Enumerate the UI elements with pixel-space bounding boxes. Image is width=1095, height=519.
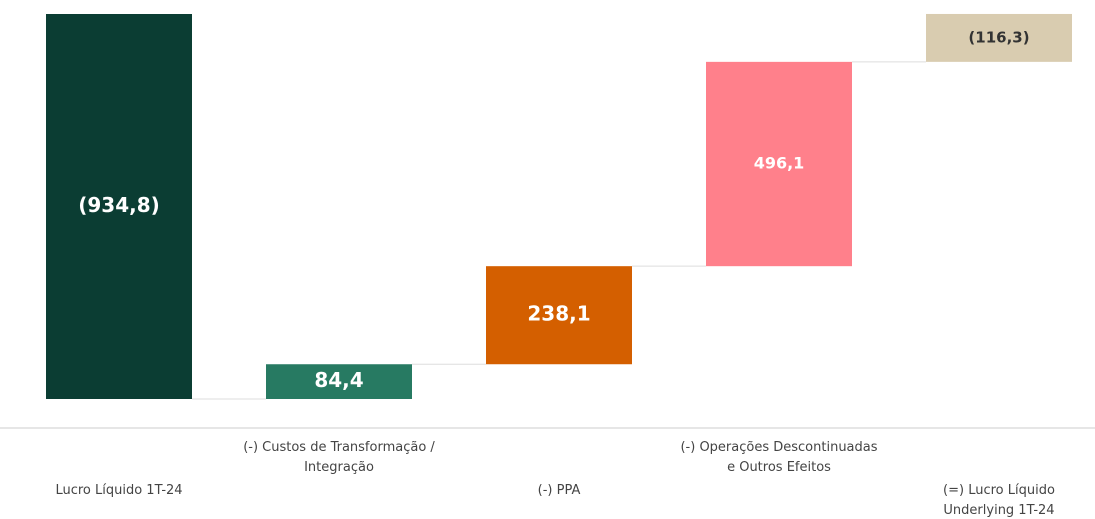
bar [486,266,632,365]
bar [926,13,1072,62]
value-label: 84,4 [314,368,363,392]
value-label: 238,1 [527,302,590,326]
value-label: (116,3) [968,28,1029,46]
category-label: (-) Custos de Transformação / Integração [243,440,435,475]
category-label: Lucro Líquido 1T-24 [55,483,183,498]
category-label: (-) PPA [537,483,581,498]
bar [46,14,192,399]
category-label: (=) Lucro Líquido Underlying 1T-24 [943,483,1055,518]
value-label: (934,8) [78,193,160,217]
bar [706,61,852,267]
value-label: 496,1 [754,154,805,173]
category-label: (-) Operações Descontinuadas e Outros Ef… [680,440,878,475]
bar [266,364,412,399]
